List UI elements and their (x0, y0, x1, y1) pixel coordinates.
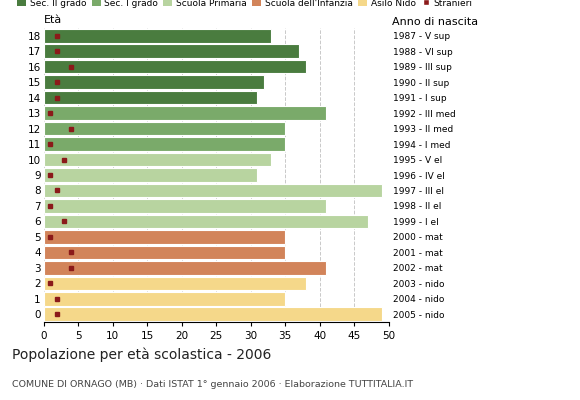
Bar (44, 153, 271, 166)
Bar (44, 199, 327, 213)
Bar (44, 276, 306, 290)
Bar (44, 246, 285, 259)
Text: Età: Età (44, 15, 61, 25)
Legend: Sec. II grado, Sec. I grado, Scuola Primaria, Scuola dell'Infanzia, Asilo Nido, : Sec. II grado, Sec. I grado, Scuola Prim… (17, 0, 473, 8)
Text: Anno di nascita: Anno di nascita (392, 17, 477, 27)
Bar (44, 91, 258, 104)
Bar (44, 168, 258, 182)
Text: COMUNE DI ORNAGO (MB) · Dati ISTAT 1° gennaio 2006 · Elaborazione TUTTITALIA.IT: COMUNE DI ORNAGO (MB) · Dati ISTAT 1° ge… (12, 380, 413, 389)
Bar (44, 122, 285, 135)
Bar (44, 44, 299, 58)
Bar (44, 106, 327, 120)
Bar (44, 137, 285, 151)
Text: Popolazione per età scolastica - 2006: Popolazione per età scolastica - 2006 (12, 348, 271, 362)
Bar (44, 184, 382, 197)
Bar (44, 292, 285, 306)
Bar (44, 75, 264, 89)
Bar (44, 215, 368, 228)
Bar (44, 230, 285, 244)
Bar (44, 261, 327, 275)
Bar (44, 60, 306, 74)
Bar (44, 29, 271, 42)
Bar (44, 308, 382, 321)
